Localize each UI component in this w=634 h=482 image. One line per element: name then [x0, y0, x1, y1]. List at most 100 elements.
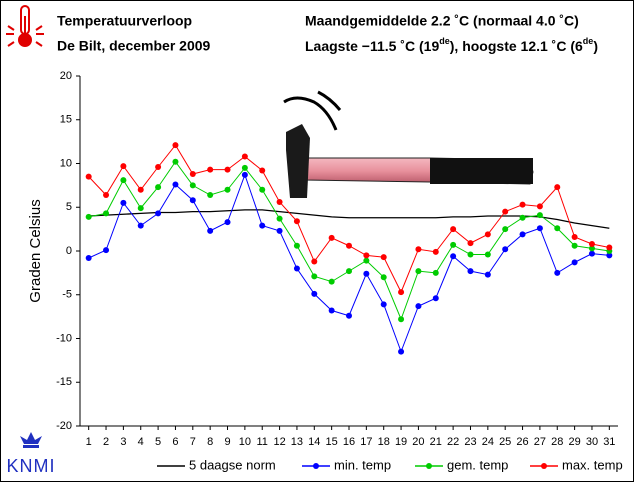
- data-point: [450, 241, 457, 248]
- data-point: [103, 247, 110, 254]
- data-point: [363, 257, 370, 264]
- data-point: [85, 213, 92, 220]
- data-point: [363, 252, 370, 259]
- data-point: [571, 234, 578, 240]
- stats-line: Laagste −11.5 ˚C (19de), hoogste 12.1 ˚C…: [305, 36, 598, 53]
- data-point: [606, 252, 613, 259]
- data-point: [137, 222, 144, 229]
- data-point: [207, 227, 214, 234]
- x-tick-label: 8: [207, 436, 213, 448]
- data-point: [432, 295, 439, 302]
- data-point: [588, 250, 595, 257]
- data-point: [554, 225, 561, 232]
- data-point: [189, 171, 196, 177]
- data-point: [241, 171, 248, 178]
- data-point: [189, 197, 196, 204]
- data-point: [380, 254, 387, 261]
- data-point: [276, 215, 283, 222]
- x-tick-label: 20: [412, 436, 424, 448]
- data-point: [588, 245, 595, 252]
- x-tick-label: 5: [155, 436, 161, 448]
- x-tick-label: 26: [516, 436, 528, 448]
- data-point: [536, 212, 543, 219]
- data-point: [224, 166, 231, 173]
- y-tick-label: -15: [56, 376, 72, 388]
- x-tick-label: 15: [326, 436, 338, 448]
- header-title: Temperatuurverloop: [57, 13, 192, 29]
- x-tick-label: 9: [224, 436, 230, 448]
- data-point: [519, 201, 526, 208]
- data-point: [554, 269, 561, 276]
- data-point: [363, 270, 370, 277]
- data-point: [588, 241, 595, 247]
- data-point: [293, 265, 300, 272]
- data-point: [172, 142, 179, 149]
- data-point: [398, 316, 405, 323]
- x-tick-label: 4: [138, 436, 144, 448]
- data-point: [85, 173, 92, 180]
- stats-text: ): [593, 38, 598, 54]
- data-point: [120, 199, 127, 206]
- y-tick-label: -20: [56, 420, 72, 432]
- data-point: [484, 231, 491, 238]
- legend-label: 5 daagse norm: [189, 457, 276, 472]
- legend-marker: [426, 463, 432, 469]
- x-tick-label: 25: [499, 436, 511, 448]
- x-tick-label: 16: [343, 436, 355, 448]
- x-tick-label: 24: [482, 436, 494, 448]
- y-axis-label: Graden Celsius: [27, 199, 44, 302]
- x-tick-label: 11: [257, 436, 268, 448]
- data-point: [120, 163, 127, 170]
- data-point: [103, 192, 110, 198]
- data-point: [467, 240, 474, 247]
- data-point: [502, 246, 509, 253]
- data-point: [571, 242, 578, 249]
- data-point: [207, 166, 214, 173]
- x-tick-label: 30: [586, 436, 598, 448]
- x-tick-label: 27: [534, 436, 546, 448]
- y-tick-label: 20: [60, 70, 72, 82]
- logo-text: KNMI: [7, 456, 56, 476]
- data-point: [484, 251, 491, 258]
- y-tick-label: 15: [60, 114, 72, 126]
- data-point: [120, 177, 127, 184]
- header-subtitle: De Bilt, december 2009: [57, 38, 211, 54]
- x-tick-label: 29: [568, 436, 580, 448]
- data-point: [450, 226, 457, 233]
- data-point: [293, 242, 300, 249]
- stats-text: Laagste −11.5 ˚C (19: [305, 38, 439, 54]
- data-point: [467, 251, 474, 258]
- stats-sup: de: [583, 36, 594, 46]
- data-point: [502, 208, 509, 215]
- data-point: [380, 301, 387, 308]
- data-point: [450, 253, 457, 260]
- thermometer-icon: [6, 5, 44, 47]
- legend-label: max. temp: [562, 457, 623, 472]
- data-point: [137, 205, 144, 212]
- data-point: [432, 269, 439, 276]
- data-point: [85, 255, 92, 261]
- y-tick-label: -5: [62, 289, 72, 301]
- data-point: [241, 164, 248, 171]
- stats-sup: de: [439, 36, 450, 46]
- data-point: [536, 203, 543, 210]
- x-tick-label: 10: [239, 436, 251, 448]
- data-point: [293, 218, 300, 225]
- data-point: [519, 214, 526, 221]
- data-point: [328, 234, 335, 241]
- data-point: [155, 184, 162, 191]
- data-point: [328, 307, 335, 314]
- hammer-image: [283, 90, 534, 198]
- x-tick-label: 21: [430, 436, 442, 448]
- data-point: [346, 312, 352, 319]
- legend-label: gem. temp: [447, 457, 508, 472]
- x-tick-label: 13: [291, 436, 303, 448]
- x-tick-label: 7: [190, 436, 196, 448]
- data-point: [484, 271, 491, 278]
- crown-icon: [20, 432, 42, 448]
- data-point: [311, 273, 318, 280]
- x-tick-label: 14: [308, 436, 320, 448]
- y-tick-label: 0: [66, 245, 72, 257]
- data-point: [519, 231, 526, 238]
